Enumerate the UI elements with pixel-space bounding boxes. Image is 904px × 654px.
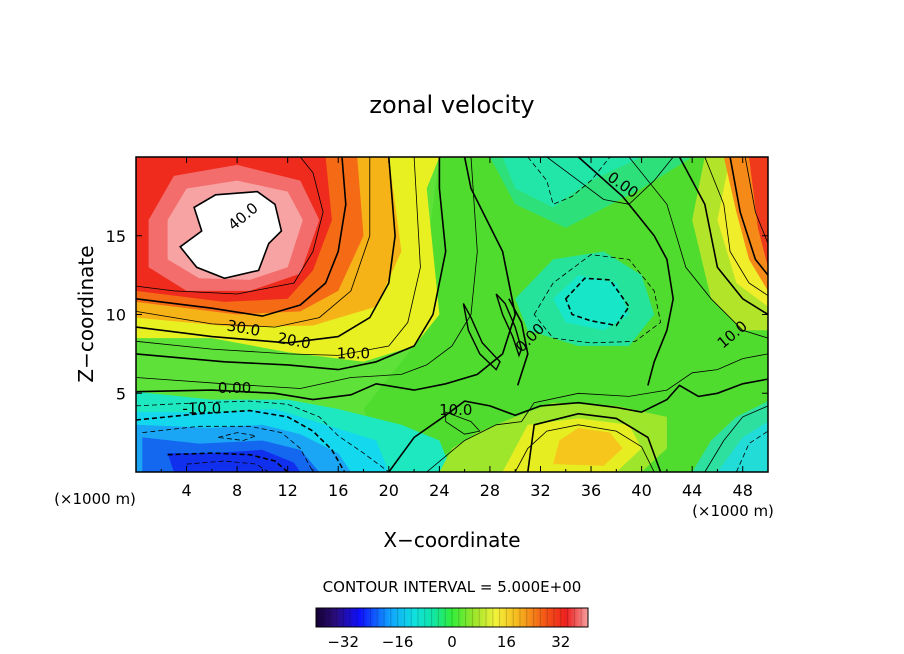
contour-c0b: [546, 157, 674, 205]
colorbar-tick-label: 32: [551, 633, 570, 651]
x-tick-label: 36: [581, 481, 601, 500]
x-tick-label: 28: [480, 481, 500, 500]
x-tick-label: 4: [181, 481, 191, 500]
x-tick-label: 12: [278, 481, 298, 500]
x-unit-right: (×1000 m): [692, 502, 774, 520]
contour-c20right: [729, 157, 768, 276]
x-axis-ticks: 4 8 12 16 20 24 28 32 36 40 44 48: [160, 157, 753, 500]
contour-c15: [136, 157, 421, 356]
contour-c10c: [527, 412, 662, 472]
colorbar-tick-label: 0: [447, 633, 457, 651]
contour-cm10: [136, 409, 346, 472]
x-tick-label: 40: [631, 481, 651, 500]
field-region-deepblue-left: [167, 449, 301, 472]
contour-slit1: [462, 303, 501, 371]
x-tick-label: 24: [429, 481, 449, 500]
contour-c40: [179, 190, 283, 280]
y-tick-label: 5: [116, 384, 126, 403]
x-unit-left: (×1000 m): [54, 490, 136, 508]
contour-c5right: [628, 157, 768, 339]
contour-c20: [136, 157, 396, 344]
field-region-white-core: [180, 191, 282, 279]
field-region-red-right: [749, 157, 768, 268]
contour-c15c: [445, 411, 481, 435]
contour-c5a: [136, 157, 478, 389]
contour-cm5right: [736, 430, 768, 472]
contour-label: 20.0: [276, 329, 312, 353]
contour-label: 0.00: [218, 379, 251, 397]
contour-label: 10.0: [439, 401, 472, 419]
contour-c0c: [577, 157, 675, 386]
contour-c15b: [514, 424, 655, 472]
y-tick-label: 10: [106, 306, 126, 325]
colorbar-segments: [315, 608, 589, 627]
contour-label: -10.0: [182, 400, 221, 418]
contour-cm5mid: [533, 254, 662, 344]
x-tick-label: 20: [379, 481, 399, 500]
y-tick-label: 15: [106, 227, 126, 246]
colorbar-ticks: −32 −16 0 16 32: [327, 633, 570, 651]
contour-cm20: [218, 432, 258, 441]
field-region-cyan-right: [717, 421, 768, 472]
colorbar-tick-label: −32: [327, 633, 359, 651]
contour-c10a: [136, 157, 447, 371]
field-region-gold-mid: [553, 427, 623, 466]
x-tick-label: 16: [328, 481, 348, 500]
contour-slit2: [495, 293, 523, 358]
contour-label: 10.0: [337, 344, 370, 362]
colorbar-tick-label: −16: [382, 633, 414, 651]
x-tick-label: 32: [530, 481, 550, 500]
y-axis-label: Z−coordinate: [74, 245, 98, 382]
contour-cm5top: [527, 157, 611, 205]
contour-c10b: [388, 378, 768, 472]
contour-cm5: [136, 400, 390, 472]
contour-c10right: [678, 157, 768, 316]
contour-c25right: [744, 157, 768, 244]
x-tick-label: 44: [682, 481, 702, 500]
contour-c15right: [704, 157, 768, 296]
velocity-field: [136, 157, 768, 472]
field-region-teal-cell-top: [502, 157, 642, 208]
colorbar: [315, 607, 589, 628]
x-tick-label: 48: [733, 481, 753, 500]
contour-cm15: [142, 425, 314, 472]
contour-cmidpos: [508, 298, 529, 386]
contour-c25: [136, 157, 371, 328]
contour-cm10mid: [564, 277, 630, 327]
contour-c35: [136, 157, 324, 295]
contour-interval-text: CONTOUR INTERVAL = 5.000E+00: [323, 578, 582, 596]
contour-cm25: [167, 452, 289, 472]
field-region-teal-cell-core: [553, 275, 629, 331]
y-axis-ticks: 5 10 15: [106, 227, 768, 403]
contour-lines: [136, 157, 768, 472]
colorbar-tick-label: 16: [497, 633, 516, 651]
x-axis-label: X−coordinate: [383, 528, 520, 552]
x-tick-label: 8: [232, 481, 242, 500]
chart-title: zonal velocity: [369, 91, 534, 119]
contour-c5b: [426, 353, 768, 472]
contour-c30: [136, 157, 347, 317]
contour-c0right: [704, 405, 768, 472]
contour-label: 30.0: [226, 316, 262, 340]
contour-c0a: [136, 157, 517, 401]
contour-cm30: [186, 460, 269, 472]
